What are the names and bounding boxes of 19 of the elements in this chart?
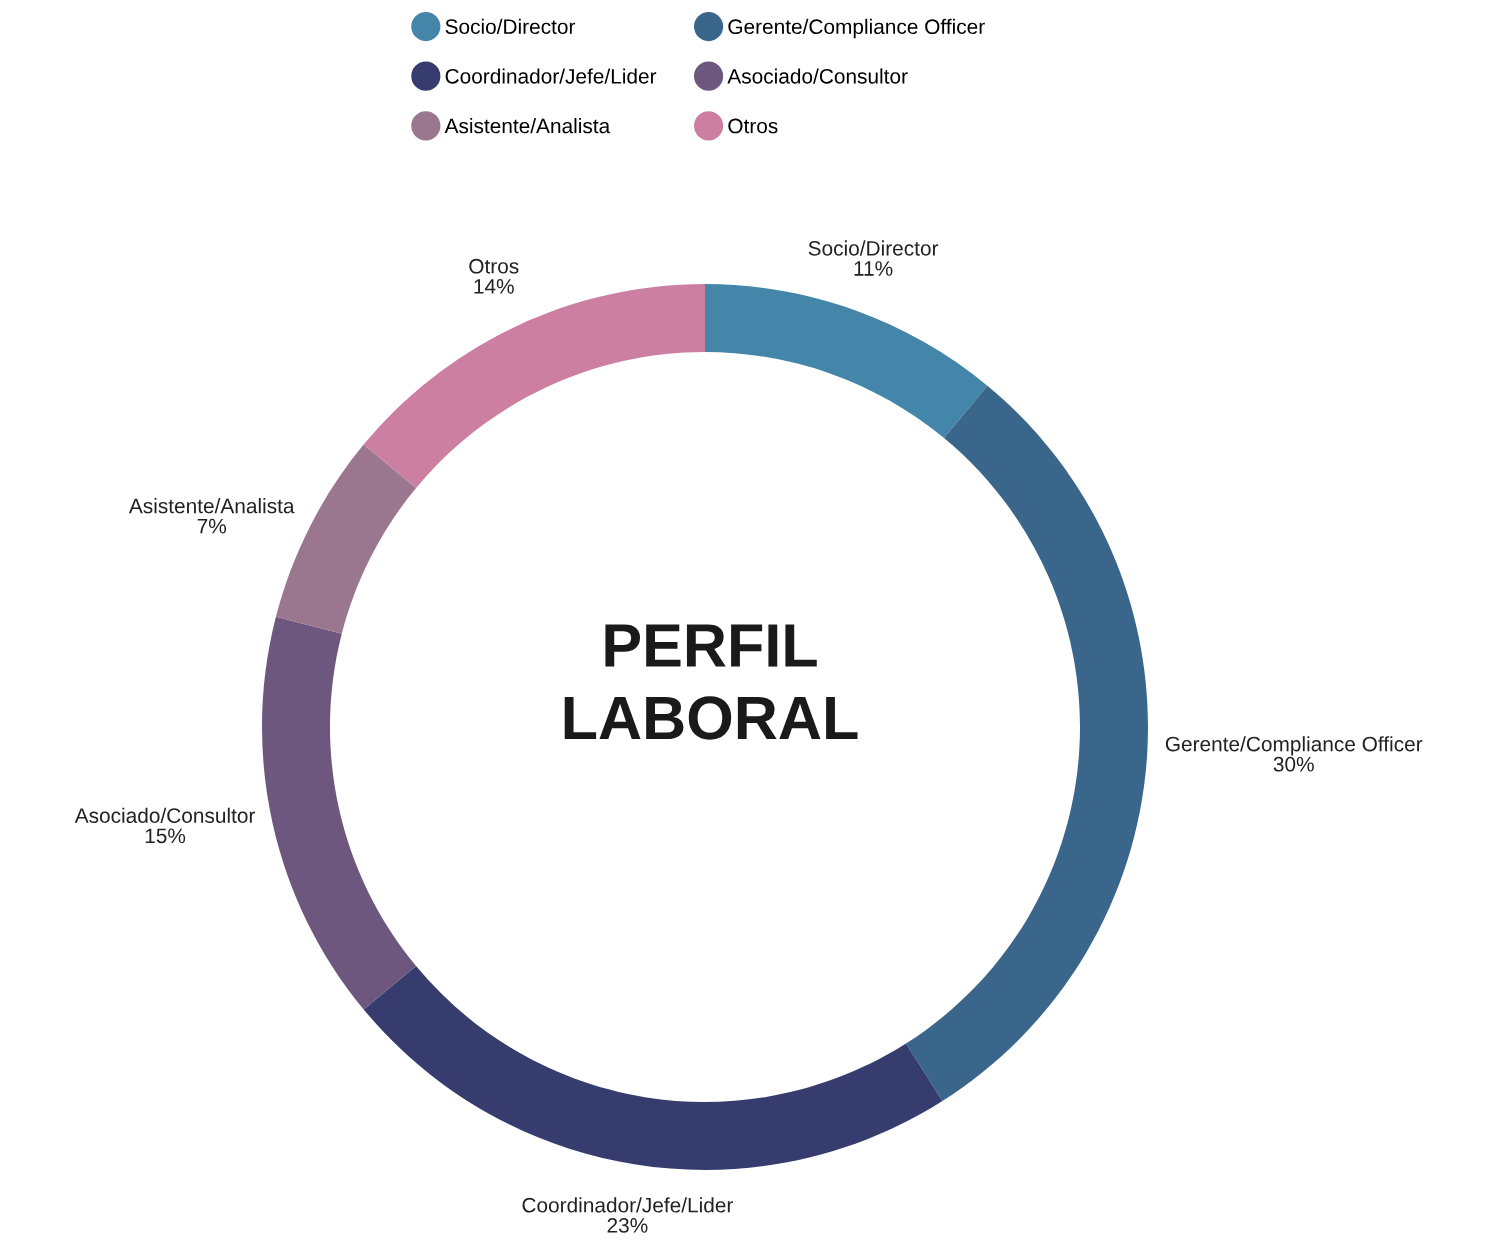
slice-label: Asistente/Analista [128, 498, 295, 514]
data-label: 23% [607, 1217, 648, 1233]
slice-label: Gerente/Compliance Officer [1165, 736, 1423, 756]
legend-label: Otros [728, 118, 778, 134]
legend-label: Socio/Director [445, 18, 576, 35]
data-label: 11% [854, 261, 893, 276]
slice-label: Otros [469, 258, 519, 274]
legend-label: Asistente/Analista [444, 118, 611, 134]
legend-label: Asociado/Consultor [727, 68, 908, 84]
legend-label: Gerente/Compliance Officer [728, 18, 985, 39]
text: PERFIL LABORAL [564, 624, 858, 740]
data-label: 15% [145, 828, 186, 844]
data-label: 30% [1273, 756, 1314, 772]
legend-label: Coordinador/Jefe/Lider [445, 68, 657, 84]
slice-label: Coordinador/Jefe/Lider [522, 1197, 734, 1213]
data-label: 7% [197, 518, 227, 534]
slice-label: Socio/Director [808, 240, 939, 256]
data-label: 14% [474, 279, 514, 294]
slice-label: Asociado/Consultor [74, 807, 256, 824]
